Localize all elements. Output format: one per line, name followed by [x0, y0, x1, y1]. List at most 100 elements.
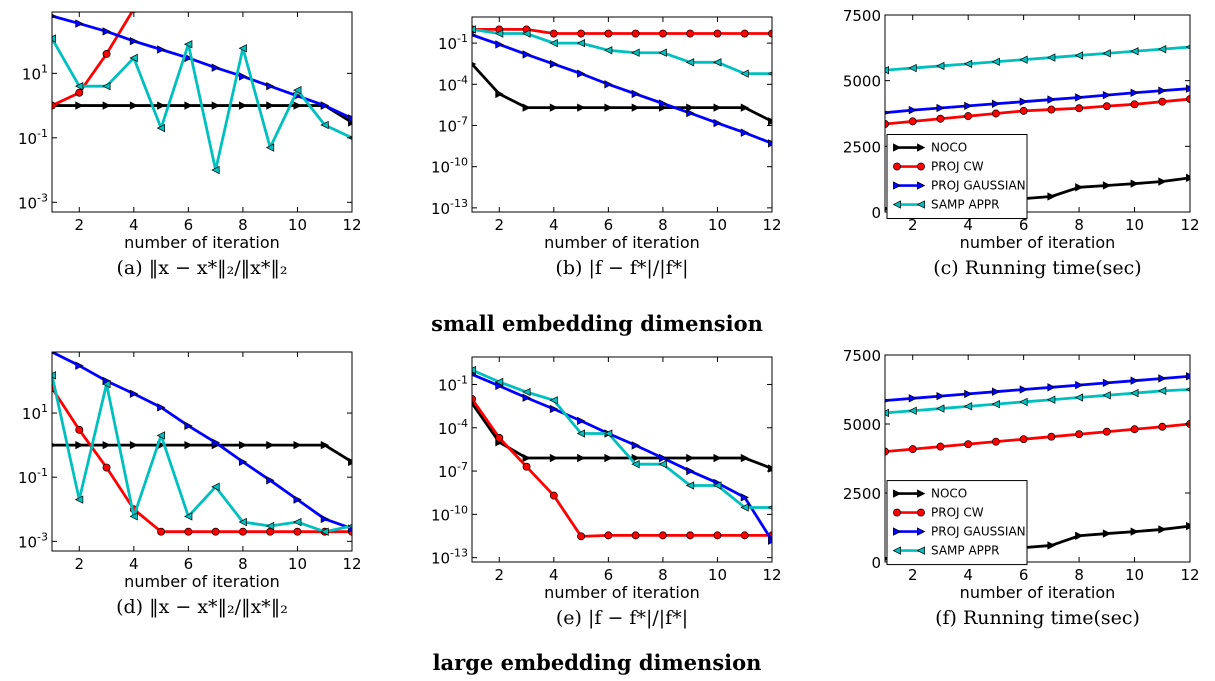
data-point — [293, 495, 302, 504]
data-point — [1158, 374, 1167, 383]
x-axis-label: number of iteration — [960, 233, 1116, 252]
data-point — [740, 128, 750, 137]
data-point — [1102, 529, 1112, 538]
row-label-large: large embedding dimension — [433, 650, 762, 675]
plot-frame — [884, 354, 1191, 563]
data-point — [631, 89, 641, 99]
data-point — [1186, 84, 1190, 93]
legend-marker — [892, 546, 901, 555]
data-point — [936, 114, 945, 123]
y-tick-label: 0 — [871, 554, 881, 572]
data-point — [266, 440, 275, 450]
data-point — [604, 103, 613, 112]
x-tick-label: 6 — [184, 555, 194, 573]
x-tick-label: 12 — [1180, 566, 1199, 584]
series-line-proj-cw — [885, 97, 1190, 126]
data-point — [549, 38, 558, 48]
panel-caption: (b) |f − f*|/|f*| — [555, 257, 688, 279]
data-point — [52, 34, 56, 43]
data-point — [129, 53, 138, 63]
data-point — [964, 440, 973, 449]
data-point — [238, 517, 247, 527]
data-point — [1186, 372, 1190, 381]
series-group — [472, 365, 772, 545]
legend-marker — [893, 181, 902, 190]
data-point — [1102, 378, 1112, 388]
data-point — [472, 25, 476, 34]
x-tick-label: 2 — [908, 216, 918, 234]
data-point — [768, 29, 772, 38]
series-line-samp-appr — [472, 368, 772, 509]
data-point — [75, 101, 84, 110]
data-point — [1158, 422, 1167, 431]
x-axis-label: number of iteration — [124, 572, 280, 591]
y-tick-label: 2500 — [843, 138, 881, 156]
plot-frame — [884, 14, 1191, 213]
data-point — [991, 437, 1000, 446]
row-label-small: small embedding dimension — [431, 311, 763, 336]
panel-caption: (d) ‖x − x*‖₂/‖x*‖₂ — [116, 596, 288, 618]
data-point — [549, 103, 559, 112]
data-point — [1074, 51, 1084, 60]
legend-marker — [893, 143, 902, 152]
data-point — [964, 101, 973, 111]
x-tick-label: 2 — [74, 555, 84, 573]
data-point — [885, 408, 889, 418]
x-tick-label: 2 — [908, 566, 918, 584]
data-point — [686, 108, 695, 118]
data-point — [768, 536, 772, 545]
x-tick-label: 8 — [238, 216, 248, 234]
data-point — [74, 82, 84, 91]
data-point — [1075, 104, 1084, 113]
data-point — [577, 532, 586, 541]
data-point — [1047, 95, 1056, 104]
data-point — [713, 118, 722, 128]
series-line-proj-gaussian — [885, 374, 1190, 402]
data-point — [1186, 95, 1190, 104]
data-point — [157, 403, 166, 412]
x-tick-label: 12 — [342, 216, 361, 234]
y-tick-label: 101 — [22, 402, 48, 423]
data-point — [1047, 541, 1056, 550]
data-point — [631, 103, 641, 112]
x-tick-label: 12 — [1180, 216, 1199, 234]
data-point — [991, 109, 1000, 118]
legend-marker — [917, 181, 926, 190]
data-point — [908, 406, 917, 415]
data-point — [577, 29, 586, 38]
data-point — [522, 462, 531, 471]
data-point — [1075, 380, 1084, 390]
y-tick-label: 0 — [871, 204, 881, 222]
data-point — [266, 101, 275, 110]
data-point — [75, 361, 84, 370]
series-line-samp-appr — [472, 28, 772, 76]
legend-label: PROJ GAUSSIAN — [931, 525, 1026, 539]
data-point — [184, 101, 193, 110]
data-point — [1158, 525, 1167, 534]
y-tick-label: 10-1 — [438, 373, 468, 394]
legend-marker — [917, 162, 925, 171]
data-point — [1019, 385, 1029, 394]
legend-marker — [892, 200, 901, 209]
data-point — [129, 36, 139, 46]
data-point — [686, 103, 695, 112]
data-point — [156, 431, 166, 440]
data-point — [767, 505, 772, 510]
chart-e: 2 4 6 8 10 12 10-13 10-10 10-7 10-4 10-1 number of … — [431, 356, 782, 629]
data-point — [211, 165, 220, 175]
legend-marker — [917, 508, 925, 517]
data-point — [549, 491, 558, 500]
data-point — [885, 398, 890, 403]
series-group — [472, 25, 772, 148]
data-point — [320, 527, 329, 536]
data-point — [713, 58, 722, 67]
legend: NOCO PROJ CW PROJ GAUSSIAN SAMP APPR — [886, 480, 1028, 566]
data-point — [631, 531, 640, 540]
legend-marker — [917, 489, 926, 498]
data-point — [102, 101, 111, 110]
x-tick-label: 8 — [238, 555, 248, 573]
series-line-noco — [52, 443, 352, 464]
data-point — [102, 27, 111, 36]
plot-frame — [471, 356, 773, 563]
data-point — [936, 404, 945, 413]
